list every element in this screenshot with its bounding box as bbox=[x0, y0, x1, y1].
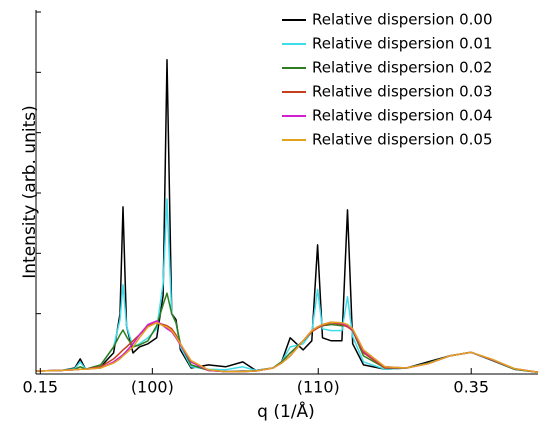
x-axis-label: q (1/Å) bbox=[257, 400, 315, 422]
legend-label: Relative dispersion 0.03 bbox=[312, 83, 493, 101]
legend-label: Relative dispersion 0.00 bbox=[312, 11, 493, 29]
legend-label: Relative dispersion 0.01 bbox=[312, 35, 493, 53]
legend-label: Relative dispersion 0.05 bbox=[312, 131, 493, 149]
x-tick-label: 0.15 bbox=[22, 378, 58, 397]
x-tick-label: (100) bbox=[131, 378, 174, 397]
x-tick-label: (110) bbox=[297, 378, 340, 397]
series-line bbox=[35, 321, 539, 373]
legend-label: Relative dispersion 0.02 bbox=[312, 59, 493, 77]
series-line bbox=[35, 198, 539, 373]
y-axis-label: Intensity (arb. units) bbox=[20, 105, 40, 278]
x-tick-label: 0.35 bbox=[453, 378, 489, 397]
legend-label: Relative dispersion 0.04 bbox=[312, 107, 493, 125]
